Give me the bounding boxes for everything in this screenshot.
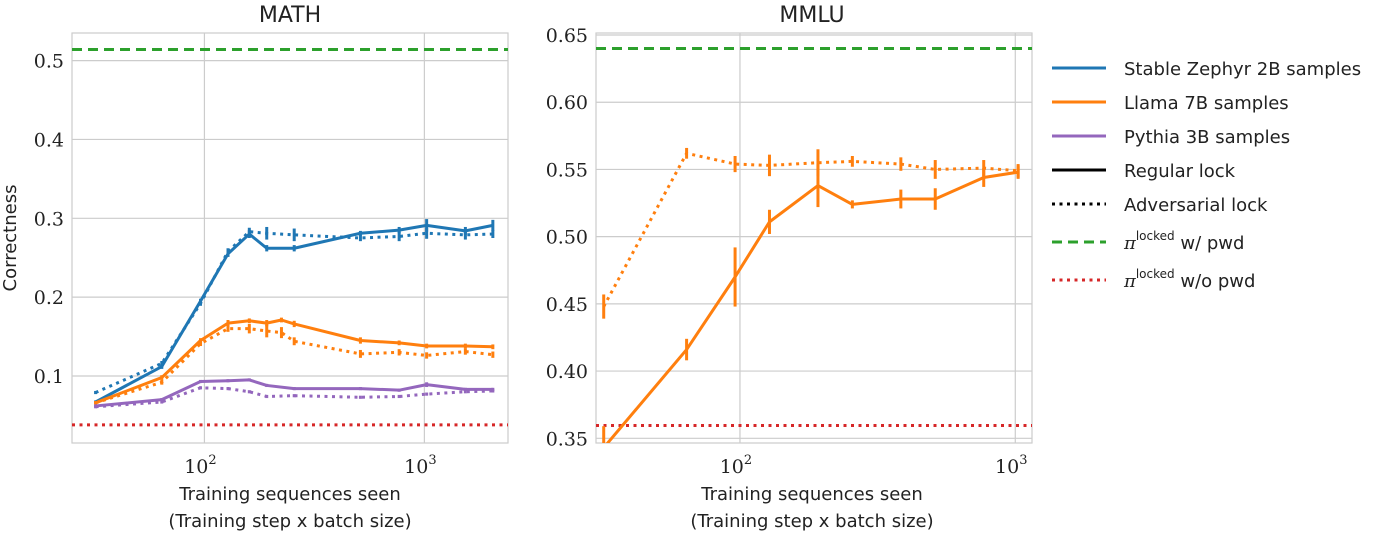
mmlu-series-group — [602, 147, 1020, 443]
legend-item-zephyr: Stable Zephyr 2B samples — [1052, 59, 1361, 80]
math-y-ticks: 0.1 0.2 0.3 0.4 0.5 — [34, 51, 64, 388]
legend-item-adversarial-lock: Adversarial lock — [1052, 195, 1268, 216]
math-series-group — [94, 219, 495, 409]
legend: Stable Zephyr 2B samples Llama 7B sample… — [1052, 59, 1361, 292]
legend-item-llama: Llama 7B samples — [1052, 93, 1289, 114]
mmlu-x-tick-label: 102 — [720, 453, 752, 478]
math-zephyr-dotted-line — [94, 230, 493, 394]
math-y-tick-label: 0.2 — [34, 287, 64, 309]
legend-label-pythia: Pythia 3B samples — [1124, 127, 1290, 148]
mmlu-y-tick-label: 0.45 — [546, 294, 588, 316]
legend-label-regular-lock: Regular lock — [1124, 161, 1236, 182]
mmlu-grid — [596, 33, 1032, 443]
mmlu-panel: MMLU 0.35 0.40 0.45 0.50 0.55 0.60 0.65 102 103… — [546, 3, 1033, 532]
legend-label-rest: w/ pwd — [1175, 233, 1245, 254]
legend-superscript: locked — [1136, 229, 1175, 243]
legend-label-zephyr: Stable Zephyr 2B samples — [1124, 59, 1361, 80]
math-plot-area — [71, 32, 509, 444]
math-y-axis-label: Correctness — [0, 185, 21, 292]
math-x-tick-label: 103 — [404, 453, 436, 478]
legend-label-locked-with-pwd: πlocked w/ pwd — [1123, 229, 1244, 254]
math-y-tick-label: 0.4 — [34, 129, 64, 151]
math-reference-lines — [72, 48, 508, 427]
mmlu-y-tick-label: 0.35 — [546, 428, 588, 450]
legend-label-locked-without-pwd: πlocked w/o pwd — [1123, 267, 1255, 292]
math-pythia-solid-line — [95, 378, 493, 408]
math-panel: MATH 0.10.20.30.40.5 102 103 Correctness … — [0, 3, 509, 532]
legend-label-rest: w/o pwd — [1175, 271, 1256, 292]
mmlu-y-tick-label: 0.65 — [546, 25, 588, 47]
mmlu-reference-lines — [596, 46, 1032, 428]
mmlu-y-tick-label: 0.55 — [546, 159, 588, 181]
legend-item-pythia: Pythia 3B samples — [1052, 127, 1290, 148]
mmlu-x-axis-label-line2: (Training step x batch size) — [690, 511, 933, 532]
math-y-tick-label: 0.3 — [34, 208, 64, 230]
mmlu-llama-solid-line — [605, 170, 1019, 443]
mmlu-x-axis-label-line1: Training sequences seen — [700, 484, 923, 505]
math-pythia-dotted-line — [95, 386, 493, 409]
mmlu-y-tick-label: 0.60 — [546, 92, 588, 114]
math-x-tick-label: 102 — [184, 453, 216, 478]
mmlu-llama-dotted-line — [602, 151, 1019, 308]
mmlu-x-ticks: 102 103 — [720, 453, 1028, 478]
legend-item-regular-lock: Regular lock — [1052, 161, 1236, 182]
math-x-ticks: 102 103 — [184, 453, 436, 478]
math-y-tick-label: 0.5 — [34, 51, 64, 73]
mmlu-series — [602, 147, 1020, 443]
math-llama-solid-line — [95, 318, 493, 405]
legend-pi-symbol: π — [1123, 233, 1137, 254]
math-series — [94, 219, 495, 409]
mmlu-plot-area — [595, 32, 1033, 444]
math-x-axis-label-line2: (Training step x batch size) — [168, 511, 411, 532]
math-title: MATH — [259, 3, 321, 28]
math-x-axis-label-line1: Training sequences seen — [178, 484, 401, 505]
mmlu-y-tick-label: 0.40 — [546, 361, 588, 383]
mmlu-title: MMLU — [779, 3, 844, 28]
mmlu-y-ticks: 0.35 0.40 0.45 0.50 0.55 0.60 0.65 — [546, 25, 588, 450]
math-y-tick-label: 0.1 — [34, 366, 64, 388]
mmlu-y-tick-label: 0.50 — [546, 227, 588, 249]
legend-item-locked-without-pwd: πlocked w/o pwd — [1052, 267, 1255, 292]
legend-label-llama: Llama 7B samples — [1124, 93, 1289, 114]
legend-superscript: locked — [1136, 267, 1175, 281]
mmlu-x-tick-label: 103 — [995, 453, 1027, 478]
math-grid — [72, 33, 508, 443]
legend-pi-symbol: π — [1123, 271, 1137, 292]
math-zephyr-solid-line — [94, 223, 494, 404]
legend-item-locked-with-pwd: πlocked w/ pwd — [1052, 229, 1244, 254]
legend-label-adversarial-lock: Adversarial lock — [1124, 195, 1268, 216]
